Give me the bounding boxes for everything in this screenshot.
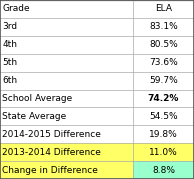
Text: 54.5%: 54.5% xyxy=(149,112,178,121)
Bar xyxy=(133,36,194,54)
Text: 2013-2014 Difference: 2013-2014 Difference xyxy=(2,148,101,157)
Text: 2014-2015 Difference: 2014-2015 Difference xyxy=(2,130,101,139)
Text: 80.5%: 80.5% xyxy=(149,40,178,49)
Text: 73.6%: 73.6% xyxy=(149,58,178,67)
Text: ELA: ELA xyxy=(155,4,172,13)
Text: State Average: State Average xyxy=(2,112,67,121)
Bar xyxy=(0,0,133,18)
Bar xyxy=(0,54,133,72)
Bar xyxy=(133,54,194,72)
Bar xyxy=(133,143,194,161)
Text: 6th: 6th xyxy=(2,76,17,85)
Bar xyxy=(133,90,194,107)
Bar xyxy=(0,18,133,36)
Text: 59.7%: 59.7% xyxy=(149,76,178,85)
Text: 5th: 5th xyxy=(2,58,17,67)
Bar xyxy=(133,125,194,143)
Bar xyxy=(0,36,133,54)
Bar xyxy=(0,90,133,107)
Text: Change in Difference: Change in Difference xyxy=(2,166,98,175)
Bar xyxy=(0,107,133,125)
Bar xyxy=(133,161,194,179)
Text: Grade: Grade xyxy=(2,4,30,13)
Bar xyxy=(0,161,133,179)
Text: 3rd: 3rd xyxy=(2,22,17,31)
Text: 74.2%: 74.2% xyxy=(148,94,179,103)
Text: 4th: 4th xyxy=(2,40,17,49)
Text: 83.1%: 83.1% xyxy=(149,22,178,31)
Text: 11.0%: 11.0% xyxy=(149,148,178,157)
Bar xyxy=(0,143,133,161)
Bar xyxy=(133,0,194,18)
Text: School Average: School Average xyxy=(2,94,73,103)
Bar xyxy=(133,18,194,36)
Bar xyxy=(133,107,194,125)
Bar xyxy=(133,72,194,90)
Text: 8.8%: 8.8% xyxy=(152,166,175,175)
Text: 19.8%: 19.8% xyxy=(149,130,178,139)
Bar xyxy=(0,72,133,90)
Bar xyxy=(0,125,133,143)
